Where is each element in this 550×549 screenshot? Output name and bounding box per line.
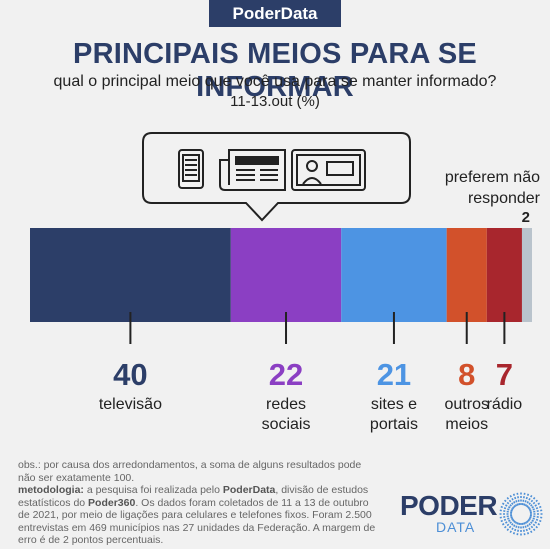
notes-obs: obs.: por causa dos arredondamentos, a s…	[18, 459, 362, 484]
brand-tab: PoderData	[209, 0, 341, 27]
data-label-1: 22	[268, 357, 304, 392]
date-range: 11-13.out (%)	[230, 93, 320, 110]
tv-icon	[291, 149, 366, 191]
category-label-2: sites e portais	[369, 396, 418, 433]
methodology-notes: obs.: por causa dos arredondamentos, a s…	[18, 459, 378, 547]
notes-meth-brand-2: Poder360	[88, 496, 136, 509]
category-label-4: rádio	[486, 396, 523, 413]
bar-segment-0	[30, 228, 231, 322]
poderdata-logo: PODER DATA	[400, 490, 543, 540]
notes-meth-text-3: . Os dados foram coletados de 11 a 13 de…	[18, 496, 376, 547]
no-response-value: 2	[521, 209, 530, 226]
bar-segment-4	[486, 228, 522, 322]
no-response-text: preferem não responder	[444, 169, 540, 207]
bar-segment-3	[446, 228, 487, 322]
newspaper-icon	[219, 149, 286, 191]
category-label-1: redes sociais	[261, 396, 311, 433]
phone-icon	[178, 149, 204, 189]
chart-subtitle: qual o principal meio que você usa para …	[53, 73, 497, 90]
logo-word: PODER	[400, 490, 498, 521]
bar-segment-5	[521, 228, 532, 322]
data-label-3: 8	[458, 357, 476, 392]
data-label-0: 40	[113, 357, 148, 392]
sunburst-icon	[499, 492, 543, 536]
data-label-4: 7	[495, 357, 513, 392]
data-label-2: 21	[376, 357, 412, 392]
no-response-label: preferem não responder	[420, 167, 540, 209]
notes-meth-brand-1: PoderData	[222, 484, 276, 496]
notes-meth-label: metodologia:	[18, 484, 84, 496]
bar-segment-2	[341, 228, 447, 322]
notes-meth-text-2: , divisão de estudos estatísticos do	[18, 484, 369, 509]
logo-sub: DATA	[436, 519, 476, 535]
chart-title: PRINCIPAIS MEIOS PARA SE INFORMAR	[73, 38, 477, 103]
brand-label: PoderData	[232, 3, 318, 23]
category-label-3: outros meios	[444, 396, 489, 433]
notes-meth-text-1: a pesquisa foi realizada pelo	[83, 484, 223, 496]
category-label-0: televisão	[98, 396, 162, 413]
bar-segment-1	[230, 228, 342, 322]
